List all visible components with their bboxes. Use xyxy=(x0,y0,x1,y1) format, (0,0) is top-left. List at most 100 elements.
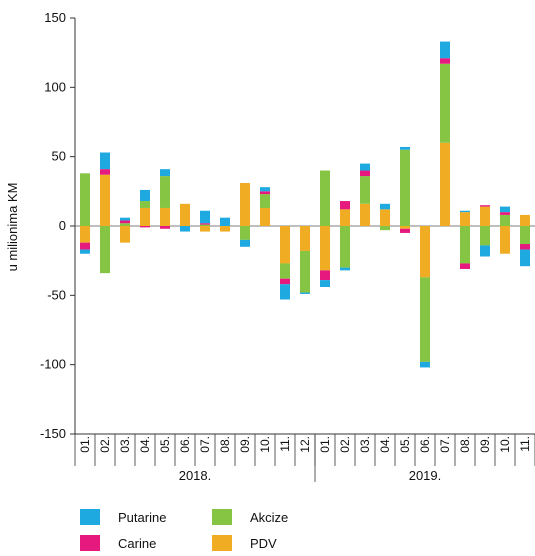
bar-pdv xyxy=(320,226,330,271)
x-tick-label: 01. xyxy=(78,436,92,453)
bar-carine xyxy=(340,201,350,210)
bar-akcize xyxy=(500,214,510,226)
bar-putarine xyxy=(180,226,190,232)
bar-akcize xyxy=(280,263,290,279)
x-tick-label: 10. xyxy=(498,436,512,453)
legend-swatch-carine xyxy=(80,535,100,551)
bar-putarine xyxy=(120,217,130,221)
bar-putarine xyxy=(300,292,310,294)
bar-carine xyxy=(480,205,490,207)
bar-putarine xyxy=(260,187,270,192)
x-tick-label: 08. xyxy=(458,436,472,453)
x-tick-label: 08. xyxy=(218,436,232,453)
bar-pdv xyxy=(480,206,490,226)
legend-swatch-putarine xyxy=(80,509,100,525)
x-tick-label: 11. xyxy=(518,436,532,452)
x-tick-label: 01. xyxy=(318,436,332,453)
bar-carine xyxy=(200,223,210,225)
bar-carine xyxy=(320,270,330,281)
bar-carine xyxy=(160,226,170,229)
bar-carine xyxy=(260,191,270,195)
bar-akcize xyxy=(300,250,310,293)
bar-pdv xyxy=(380,209,390,226)
x-tick-label: 07. xyxy=(438,436,452,453)
bar-putarine xyxy=(440,41,450,59)
bar-putarine xyxy=(160,169,170,177)
bar-akcize xyxy=(360,176,370,204)
bar-carine xyxy=(280,278,290,285)
bar-pdv xyxy=(160,207,170,226)
bar-putarine xyxy=(200,210,210,224)
bar-pdv xyxy=(80,226,90,243)
legend-label-putarine: Putarine xyxy=(118,509,167,525)
bar-pdv xyxy=(460,212,470,226)
bar-putarine xyxy=(500,206,510,213)
x-tick-label: 07. xyxy=(198,436,212,453)
bar-pdv xyxy=(500,226,510,254)
bar-putarine xyxy=(420,361,430,368)
bar-putarine xyxy=(400,146,410,150)
x-tick-label: 02. xyxy=(338,436,352,453)
bar-carine xyxy=(520,244,530,250)
bar-akcize xyxy=(420,277,430,362)
legend-swatch-pdv xyxy=(212,535,232,551)
x-tick-label: 06. xyxy=(178,436,192,453)
y-tick-label: 0 xyxy=(59,218,66,233)
bar-carine xyxy=(120,220,130,224)
y-axis-label: u milionima KM xyxy=(5,183,20,272)
bar-carine xyxy=(460,263,470,269)
bar-pdv xyxy=(100,174,110,226)
bar-pdv xyxy=(280,226,290,264)
bar-akcize xyxy=(380,226,390,231)
bar-pdv xyxy=(360,203,370,226)
legend-label-pdv: PDV xyxy=(250,535,277,551)
bar-putarine xyxy=(240,239,250,247)
bar-pdv xyxy=(120,226,130,243)
bar-pdv xyxy=(200,226,210,232)
bar-putarine xyxy=(340,267,350,271)
y-tick-label: -100 xyxy=(40,357,66,372)
legend-swatch-akcize xyxy=(212,509,232,525)
y-tick-label: 100 xyxy=(44,79,66,94)
x-tick-label: 04. xyxy=(138,436,152,453)
plot-area: 150 100 50 0 -50 -100 -150 01. 02. 03. 04. 05. 06. 07… xyxy=(40,10,535,483)
bar-pdv xyxy=(440,142,450,226)
x-tick-label: 12. xyxy=(298,436,312,453)
x-tick-label: 02. xyxy=(98,436,112,453)
legend: Putarine Akcize Carine PDV xyxy=(80,505,380,555)
bar-pdv xyxy=(240,183,250,226)
y-tick-label: 150 xyxy=(44,10,66,25)
bar-akcize xyxy=(100,226,110,274)
bar-putarine xyxy=(520,249,530,267)
bar-putarine xyxy=(280,284,290,300)
bar-akcize xyxy=(140,201,150,208)
bar-pdv xyxy=(520,214,530,226)
x-tick-label: 05. xyxy=(398,436,412,453)
bar-akcize xyxy=(160,176,170,208)
bar-pdv xyxy=(140,207,150,226)
bar-putarine xyxy=(220,217,230,226)
legend-label-akcize: Akcize xyxy=(250,509,289,525)
y-tick-label: -50 xyxy=(47,287,66,302)
bar-akcize xyxy=(340,226,350,268)
bar-pdv xyxy=(400,226,410,229)
bar-akcize xyxy=(400,149,410,226)
y-tick-label: 50 xyxy=(52,149,66,164)
legend-item-putarine: Putarine xyxy=(80,509,166,525)
x-tick-label: 10. xyxy=(258,436,272,453)
bar-akcize xyxy=(260,194,270,208)
bar-pdv xyxy=(420,226,430,278)
bar-putarine xyxy=(100,152,110,170)
bar-putarine xyxy=(460,210,470,213)
bar-carine xyxy=(80,242,90,250)
bar-akcize xyxy=(520,226,530,245)
bar-putarine xyxy=(320,280,330,288)
bar-carine xyxy=(100,169,110,175)
bar-putarine xyxy=(480,245,490,257)
year-label: 2018. xyxy=(179,468,212,483)
legend-item-carine: Carine xyxy=(80,535,156,551)
bar-akcize xyxy=(320,170,330,226)
x-tick-label: 11. xyxy=(278,436,292,452)
bar-akcize xyxy=(200,224,210,226)
chart: u milionima KM 150 100 50 0 -50 -100 -150 01. 02… xyxy=(5,10,535,483)
